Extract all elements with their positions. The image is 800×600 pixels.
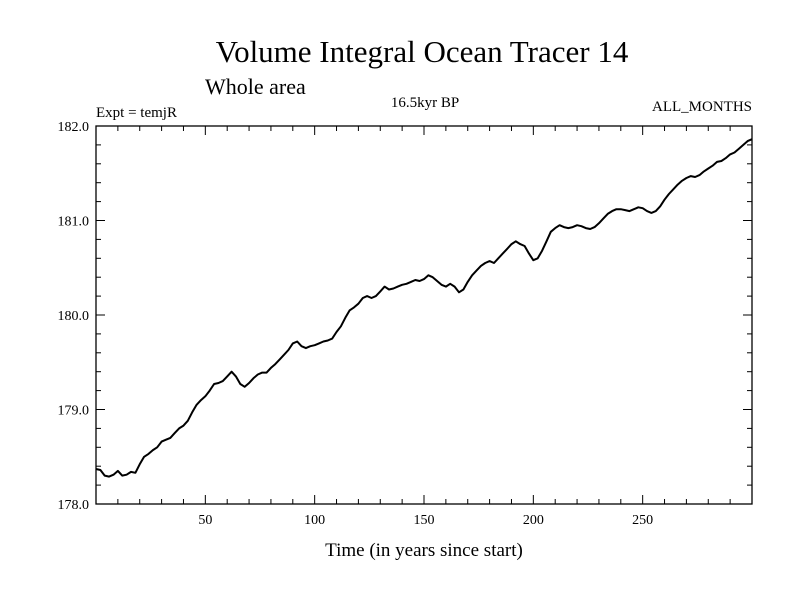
chart-subtitle: Whole area <box>205 74 306 99</box>
x-tick-label: 100 <box>304 513 325 528</box>
series-layer <box>95 138 753 478</box>
series-line <box>95 138 753 478</box>
chart-title: Volume Integral Ocean Tracer 14 <box>216 34 629 69</box>
x-tick-label: 250 <box>632 513 653 528</box>
y-tick-label: 182.0 <box>58 120 90 135</box>
experiment-label: Expt = temjR <box>96 105 177 121</box>
y-tick-label: 181.0 <box>58 215 90 230</box>
y-tick-label: 180.0 <box>58 309 90 324</box>
x-axis: 50 100 150 200 250 <box>117 126 731 528</box>
x-tick-label: 150 <box>414 513 435 528</box>
plot-frame <box>95 125 753 505</box>
months-label: ALL_MONTHS <box>652 99 752 115</box>
y-tick-label: 178.0 <box>58 498 90 513</box>
x-tick-label: 50 <box>198 513 212 528</box>
x-tick-label: 200 <box>523 513 544 528</box>
y-tick-label: 179.0 <box>58 404 90 419</box>
x-axis-label: Time (in years since start) <box>325 540 523 561</box>
y-axis: 178.0 179.0 180.0 181.0 182.0 <box>58 120 752 513</box>
period-label: 16.5kyr BP <box>391 95 459 111</box>
